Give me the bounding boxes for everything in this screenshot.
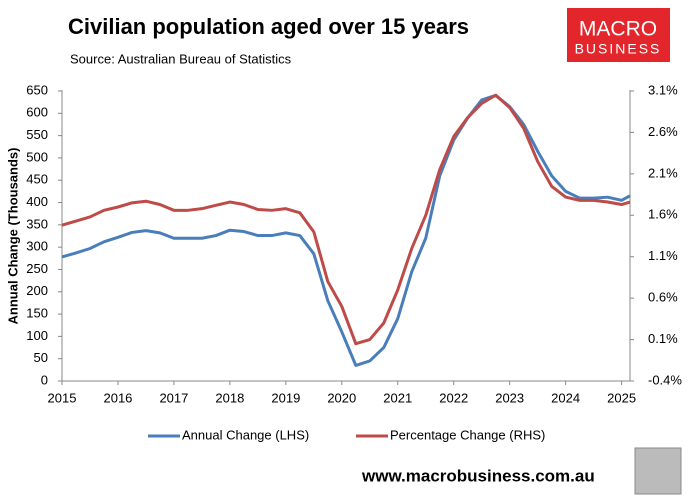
y-tick-label: 200 [26, 283, 48, 298]
chart-title: Civilian population aged over 15 years [68, 14, 469, 39]
x-tick-label: 2025 [607, 390, 636, 405]
y-tick-label: 400 [26, 194, 48, 209]
data-line [61, 93, 631, 367]
y-tick-label: 300 [26, 239, 48, 254]
logo-text: MACRO [579, 18, 657, 41]
y-tick-label: 450 [26, 172, 48, 187]
y-tick-label: 100 [26, 328, 48, 343]
footer-url: www.macrobusiness.com.au [361, 466, 595, 485]
y-tick-label: 0 [41, 372, 48, 387]
y-tick-label: 600 [26, 105, 48, 120]
x-tick-label: 2019 [271, 390, 300, 405]
x-tick-label: 2023 [495, 390, 524, 405]
y-axis-label: Annual Change (Thousands) [5, 148, 20, 325]
x-tick-label: 2015 [48, 390, 77, 405]
logo-text: BUSINESS [575, 41, 662, 57]
y2-tick-label: 2.1% [648, 165, 678, 180]
y-tick-label: 650 [26, 82, 48, 97]
y2-tick-label: 1.6% [648, 207, 678, 222]
wolf-icon [634, 447, 682, 495]
x-tick-label: 2024 [551, 390, 580, 405]
x-tick-label: 2020 [327, 390, 356, 405]
legend-label: Annual Change (LHS) [182, 427, 309, 442]
x-tick-label: 2018 [215, 390, 244, 405]
y-tick-label: 150 [26, 306, 48, 321]
data-line [61, 93, 631, 346]
y-tick-label: 50 [34, 350, 48, 365]
y2-tick-label: 0.1% [648, 331, 678, 346]
x-tick-label: 2017 [159, 390, 188, 405]
y-tick-label: 250 [26, 261, 48, 276]
chart-subtitle: Source: Australian Bureau of Statistics [70, 51, 292, 66]
legend-label: Percentage Change (RHS) [390, 427, 545, 442]
x-tick-label: 2016 [103, 390, 132, 405]
y2-tick-label: 0.6% [648, 290, 678, 305]
x-tick-label: 2022 [439, 390, 468, 405]
y-tick-label: 550 [26, 127, 48, 142]
y-tick-label: 350 [26, 216, 48, 231]
y2-tick-label: 1.1% [648, 248, 678, 263]
y-tick-label: 500 [26, 149, 48, 164]
y2-tick-label: -0.4% [648, 372, 682, 387]
logo-box [567, 8, 670, 62]
x-tick-label: 2021 [383, 390, 412, 405]
y2-tick-label: 2.6% [648, 124, 678, 139]
y2-tick-label: 3.1% [648, 82, 678, 97]
